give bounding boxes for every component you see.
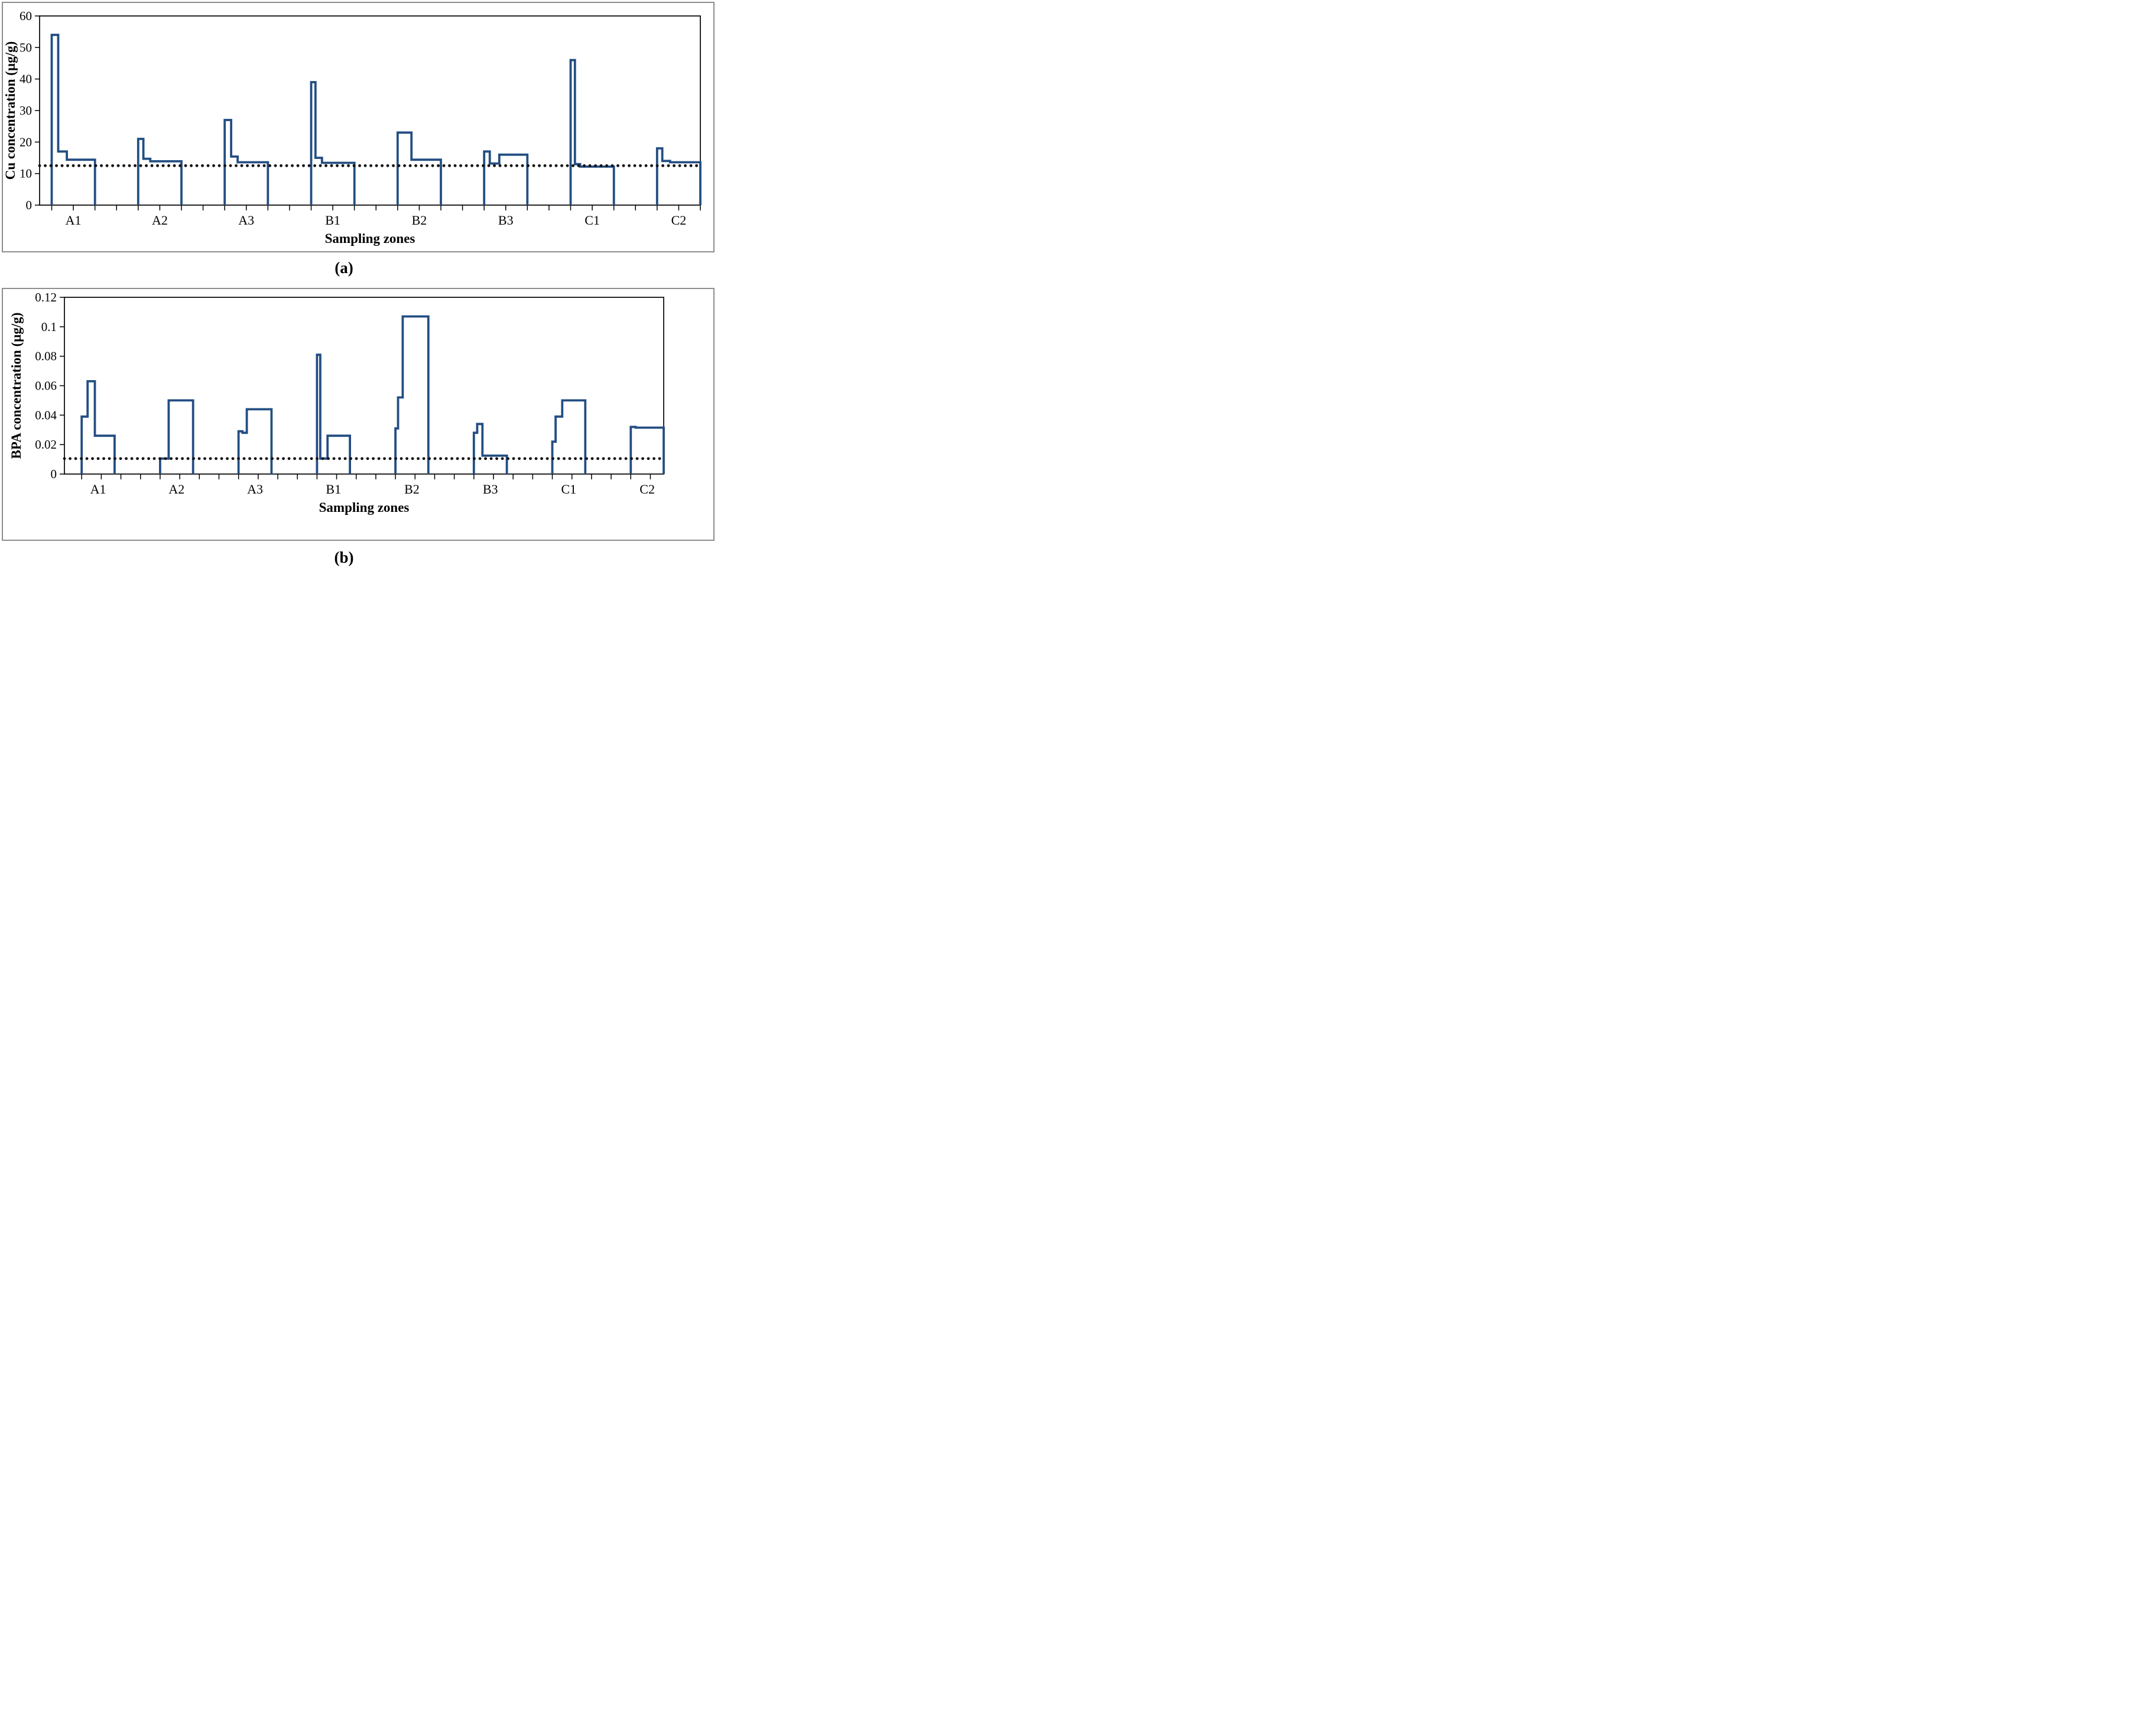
zone-label-C2: C2 [639, 482, 655, 497]
cu-step-chart: 0 10 20 30 40 50 60 A1 A2 A3 B1 B2 B3 C1 C2 Sampling zo… [3, 9, 702, 246]
zone-label-B2: B2 [412, 213, 427, 228]
zone-label-C1: C1 [585, 213, 600, 228]
plot-border [64, 297, 664, 475]
x-axis-title: Sampling zones [319, 500, 410, 515]
y-tick-label: 0.06 [35, 379, 57, 393]
y-tick-label: 60 [20, 9, 32, 23]
step-line-B1 [310, 81, 356, 205]
step-line-A3 [223, 119, 270, 205]
panel-a: 0 10 20 30 40 50 60 A1 A2 A3 B1 B2 B3 C1 C2 Sampling zo… [2, 2, 715, 252]
y-tick-label: 0.04 [35, 408, 57, 422]
zone-label-A3: A3 [238, 213, 254, 228]
step-line-C2 [655, 147, 702, 205]
step-line-B3 [472, 423, 508, 474]
y-tick-label: 0 [51, 467, 57, 481]
step-line-C1 [551, 399, 587, 474]
y-tick-label: 0.1 [41, 320, 57, 334]
y-tick-label: 0.12 [35, 290, 57, 304]
zone-label-B3: B3 [498, 213, 514, 228]
step-line-B1 [316, 353, 351, 474]
y-tick-label: 50 [20, 40, 32, 54]
zone-label-B2: B2 [404, 482, 420, 497]
step-line-A1 [50, 34, 96, 205]
zone-label-A3: A3 [247, 482, 263, 497]
bpa-step-chart: 0 0.02 0.04 0.06 0.08 0.1 0.12 A1 A2 A3 B1 B2 B3 C1 C2… [9, 290, 665, 515]
step-line-B2 [396, 131, 442, 205]
zone-label-B1: B1 [326, 482, 341, 497]
y-tick-label: 20 [20, 135, 32, 149]
y-tick-label: 0.02 [35, 437, 57, 452]
step-line-A1 [80, 380, 116, 474]
zone-label-A1: A1 [66, 213, 82, 228]
zone-label-A2: A2 [168, 482, 184, 497]
zone-label-A1: A1 [90, 482, 106, 497]
y-tick-label: 40 [20, 72, 32, 86]
panel-b-letter: (b) [334, 549, 354, 566]
zone-label-C1: C1 [561, 482, 577, 497]
y-tick-label: 0.08 [35, 349, 57, 364]
zone-label-B3: B3 [483, 482, 498, 497]
step-line-C2 [629, 426, 665, 474]
y-tick-label: 30 [20, 103, 32, 118]
zone-label-C2: C2 [671, 213, 687, 228]
step-line-B2 [394, 315, 430, 474]
step-line-A2 [137, 138, 183, 205]
panel-a-letter: (a) [335, 259, 353, 277]
y-tick-label: 0 [26, 198, 33, 212]
y-axis-title: BPA concentration (µg/g) [9, 313, 24, 459]
step-line-A3 [237, 408, 273, 474]
zone-label-A2: A2 [152, 213, 168, 228]
x-axis-title: Sampling zones [325, 231, 415, 246]
y-axis-title: Cu concentration (µg/g) [3, 41, 18, 180]
step-line-B3 [483, 150, 529, 205]
step-line-C1 [569, 59, 615, 205]
step-line-A2 [159, 399, 194, 474]
y-tick-label: 10 [20, 167, 32, 181]
zone-label-B1: B1 [325, 213, 340, 228]
panel-b: 0 0.02 0.04 0.06 0.08 0.1 0.12 A1 A2 A3 B1 B2 B3 C1 C2… [2, 288, 715, 541]
